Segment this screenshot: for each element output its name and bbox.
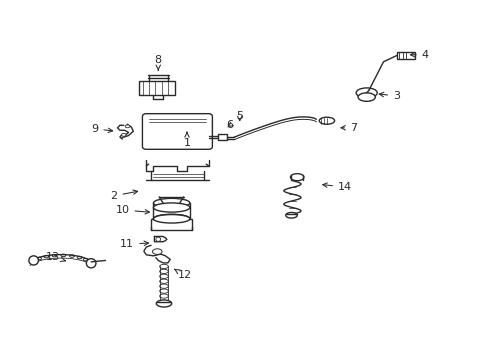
Text: 9: 9 bbox=[91, 124, 112, 134]
FancyBboxPatch shape bbox=[139, 81, 175, 95]
Text: 7: 7 bbox=[340, 123, 356, 133]
Text: 2: 2 bbox=[110, 190, 137, 201]
Text: 10: 10 bbox=[115, 205, 149, 215]
Ellipse shape bbox=[29, 256, 39, 265]
Ellipse shape bbox=[121, 134, 126, 136]
FancyBboxPatch shape bbox=[218, 135, 226, 140]
Ellipse shape bbox=[285, 212, 297, 218]
Text: 1: 1 bbox=[183, 132, 190, 148]
Ellipse shape bbox=[355, 88, 376, 98]
Ellipse shape bbox=[153, 215, 189, 223]
Ellipse shape bbox=[153, 203, 189, 212]
FancyBboxPatch shape bbox=[142, 114, 212, 149]
Text: 4: 4 bbox=[409, 50, 428, 60]
Ellipse shape bbox=[153, 198, 189, 207]
Text: 6: 6 bbox=[226, 120, 233, 130]
Ellipse shape bbox=[125, 125, 130, 128]
Ellipse shape bbox=[156, 300, 171, 307]
Text: 5: 5 bbox=[236, 112, 243, 121]
Text: 11: 11 bbox=[120, 239, 148, 249]
FancyBboxPatch shape bbox=[396, 51, 414, 59]
Ellipse shape bbox=[319, 117, 334, 124]
Text: 3: 3 bbox=[379, 91, 399, 101]
Ellipse shape bbox=[156, 237, 160, 242]
Text: 13: 13 bbox=[46, 252, 65, 262]
Ellipse shape bbox=[290, 174, 304, 181]
Ellipse shape bbox=[153, 214, 189, 224]
Ellipse shape bbox=[152, 249, 162, 255]
Text: 12: 12 bbox=[174, 269, 191, 280]
Text: 8: 8 bbox=[154, 55, 162, 71]
FancyBboxPatch shape bbox=[151, 219, 192, 230]
Text: 14: 14 bbox=[322, 182, 351, 192]
Ellipse shape bbox=[357, 93, 375, 101]
Ellipse shape bbox=[86, 259, 96, 268]
